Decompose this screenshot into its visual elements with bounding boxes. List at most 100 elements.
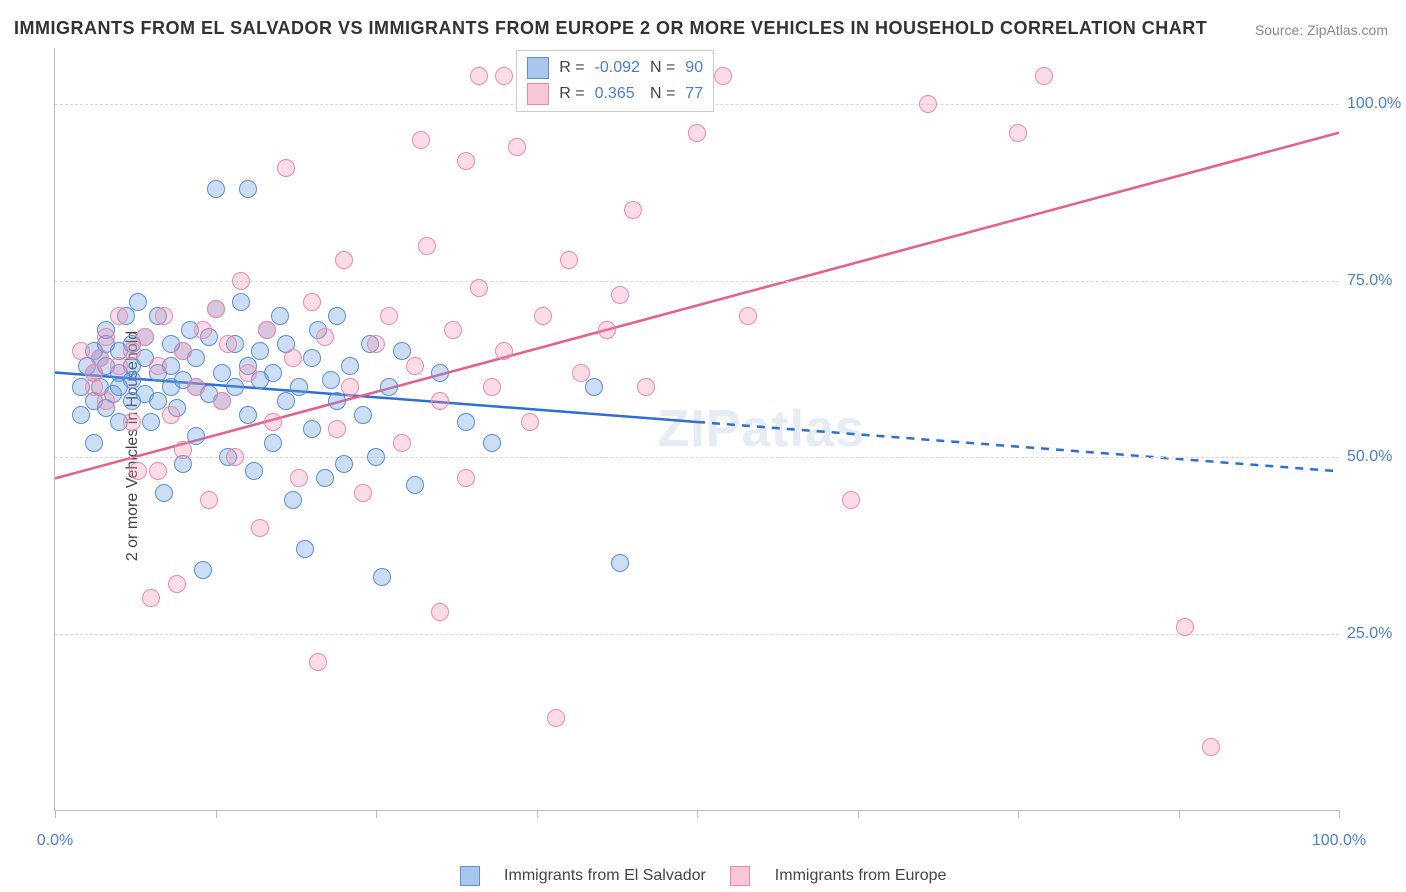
scatter-point [341, 357, 359, 375]
scatter-point [611, 286, 629, 304]
scatter-point [572, 364, 590, 382]
scatter-point [919, 95, 937, 113]
stats-legend-r-value: -0.092 [595, 59, 640, 77]
scatter-point [226, 378, 244, 396]
y-tick-label: 75.0% [1347, 272, 1392, 290]
scatter-point [431, 392, 449, 410]
scatter-point [72, 406, 90, 424]
scatter-point [483, 434, 501, 452]
y-tick-label: 25.0% [1347, 625, 1392, 643]
scatter-point [174, 342, 192, 360]
scatter-point [316, 469, 334, 487]
scatter-point [245, 462, 263, 480]
trend-lines-layer [55, 48, 1339, 810]
scatter-point [457, 469, 475, 487]
scatter-point [213, 392, 231, 410]
scatter-point [91, 349, 109, 367]
scatter-point [200, 491, 218, 509]
scatter-point [290, 469, 308, 487]
scatter-point [412, 131, 430, 149]
scatter-point [534, 307, 552, 325]
x-tick [1179, 810, 1180, 818]
scatter-point [149, 462, 167, 480]
scatter-point [277, 159, 295, 177]
scatter-point [354, 406, 372, 424]
scatter-point [444, 321, 462, 339]
scatter-point [290, 378, 308, 396]
scatter-point [547, 709, 565, 727]
scatter-point [123, 342, 141, 360]
trend-line-dashed [697, 422, 1339, 471]
scatter-point [483, 378, 501, 396]
x-tick [376, 810, 377, 818]
scatter-point [354, 484, 372, 502]
scatter-point [367, 448, 385, 466]
scatter-point [406, 357, 424, 375]
scatter-point [598, 321, 616, 339]
scatter-point [207, 300, 225, 318]
scatter-point [142, 413, 160, 431]
scatter-point [495, 67, 513, 85]
scatter-point [97, 328, 115, 346]
x-tick [697, 810, 698, 818]
stats-legend-swatch [527, 83, 549, 105]
scatter-point [1176, 618, 1194, 636]
scatter-point [232, 293, 250, 311]
scatter-point [97, 392, 115, 410]
scatter-point [431, 603, 449, 621]
scatter-point [194, 561, 212, 579]
scatter-point [418, 237, 436, 255]
scatter-point [239, 364, 257, 382]
scatter-point [1035, 67, 1053, 85]
x-tick [216, 810, 217, 818]
scatter-point [187, 427, 205, 445]
scatter-point [367, 335, 385, 353]
scatter-point [380, 378, 398, 396]
scatter-point [560, 251, 578, 269]
legend-swatch-series-0 [460, 866, 480, 886]
scatter-point [335, 251, 353, 269]
stats-legend-n-value: 77 [685, 85, 703, 103]
scatter-point [129, 293, 147, 311]
scatter-point [341, 378, 359, 396]
scatter-point [470, 279, 488, 297]
scatter-point [284, 491, 302, 509]
scatter-point [110, 307, 128, 325]
scatter-point [155, 307, 173, 325]
scatter-point [258, 321, 276, 339]
scatter-point [495, 342, 513, 360]
x-tick [537, 810, 538, 818]
scatter-point [162, 406, 180, 424]
scatter-point [585, 378, 603, 396]
scatter-point [624, 201, 642, 219]
stats-legend-r-label: R = [559, 85, 584, 103]
scatter-point [303, 349, 321, 367]
scatter-point [393, 434, 411, 452]
x-tick [1339, 810, 1340, 818]
scatter-point [277, 392, 295, 410]
scatter-point [508, 138, 526, 156]
scatter-point [1202, 738, 1220, 756]
stats-legend-n-label: N = [650, 59, 675, 77]
x-tick-label: 100.0% [1312, 832, 1366, 850]
legend-label-series-1: Immigrants from Europe [775, 867, 947, 884]
source-name: ZipAtlas.com [1307, 22, 1388, 38]
scatter-point [129, 462, 147, 480]
scatter-point [457, 152, 475, 170]
scatter-point [207, 180, 225, 198]
scatter-point [219, 335, 237, 353]
scatter-point [239, 406, 257, 424]
scatter-point [149, 357, 167, 375]
stats-legend-r-label: R = [559, 59, 584, 77]
scatter-point [328, 307, 346, 325]
scatter-point [380, 307, 398, 325]
scatter-point [284, 349, 302, 367]
stats-legend-n-value: 90 [685, 59, 703, 77]
scatter-point [1009, 124, 1027, 142]
scatter-point [431, 364, 449, 382]
scatter-point [271, 307, 289, 325]
scatter-point [142, 589, 160, 607]
scatter-point [194, 321, 212, 339]
scatter-point [739, 307, 757, 325]
scatter-point [303, 420, 321, 438]
